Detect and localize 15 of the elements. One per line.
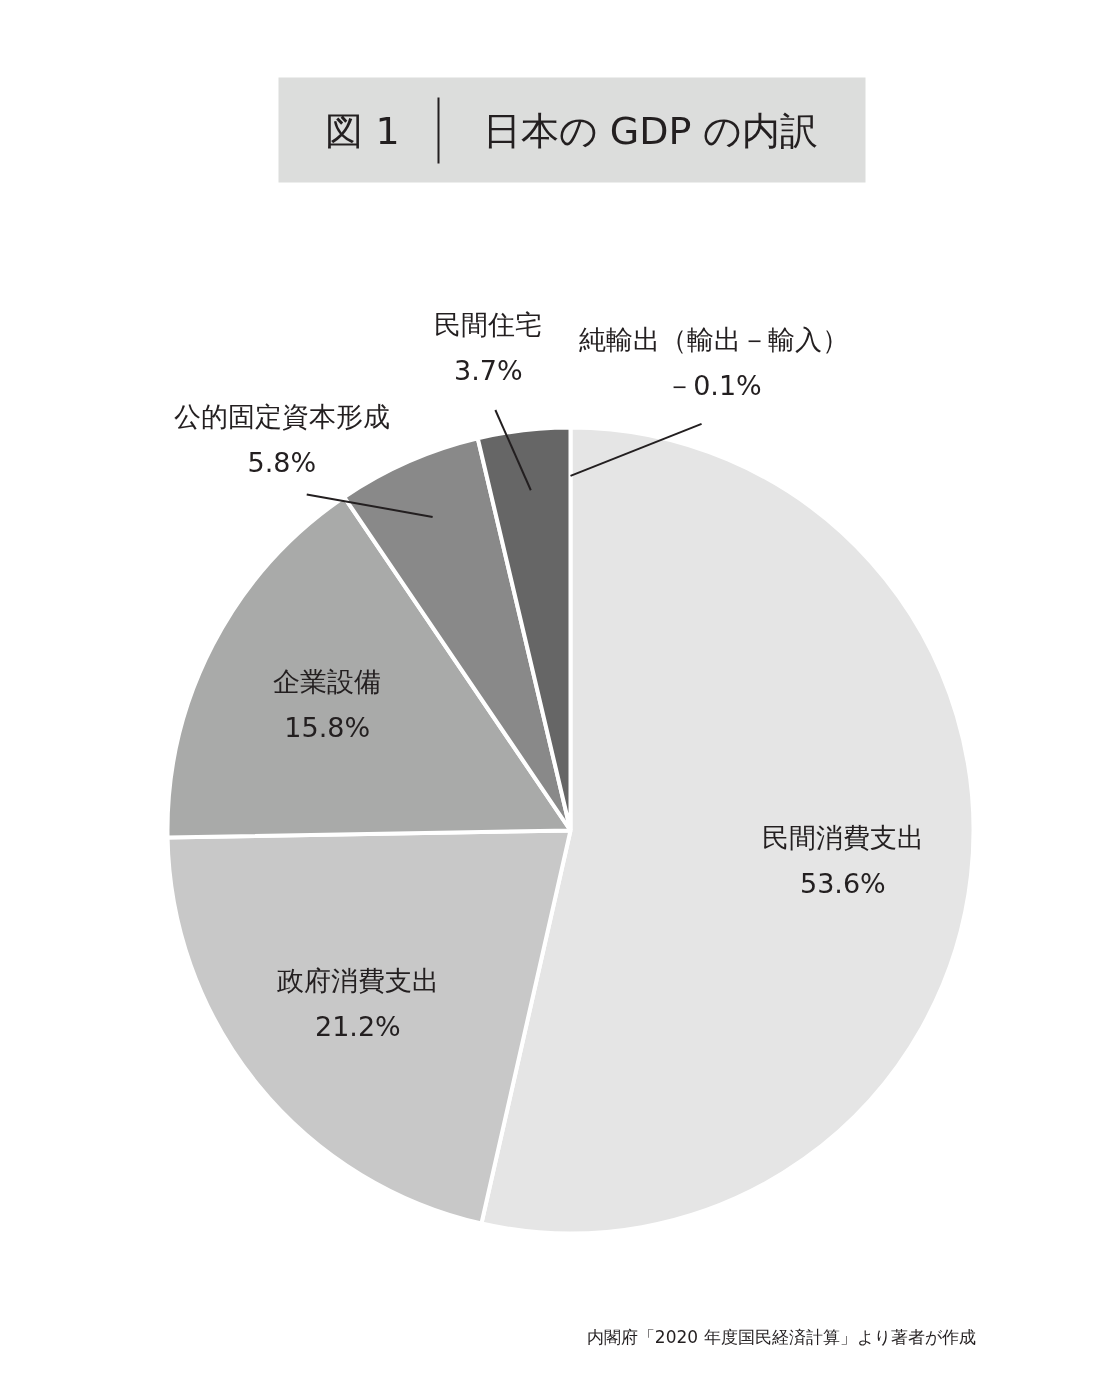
slice-label: 民間住宅 (434, 308, 543, 340)
text: －0.1% (666, 370, 762, 402)
text: 純輸出（輸出－輸入） (578, 324, 849, 356)
text: 内閣府「2020 年度国民経済計算」より著者が作成 (586, 1326, 976, 1347)
chart-subtitle: 日本の GDP の内訳 (482, 108, 819, 153)
data-label: 5.8% (247, 447, 317, 479)
slice-label: 企業設備 (273, 665, 382, 697)
chart-title: 図 1 (325, 108, 400, 153)
data-label: 15.8% (284, 711, 371, 743)
slice-label: 公的固定資本形成 (173, 401, 390, 433)
data-label: 21.2% (314, 1010, 401, 1042)
data-label: 3.7% (453, 354, 523, 386)
slice-label: 政府消費支出 (276, 964, 439, 996)
data-label: 53.6% (799, 868, 886, 900)
slice-label: 民間消費支出 (761, 822, 924, 854)
